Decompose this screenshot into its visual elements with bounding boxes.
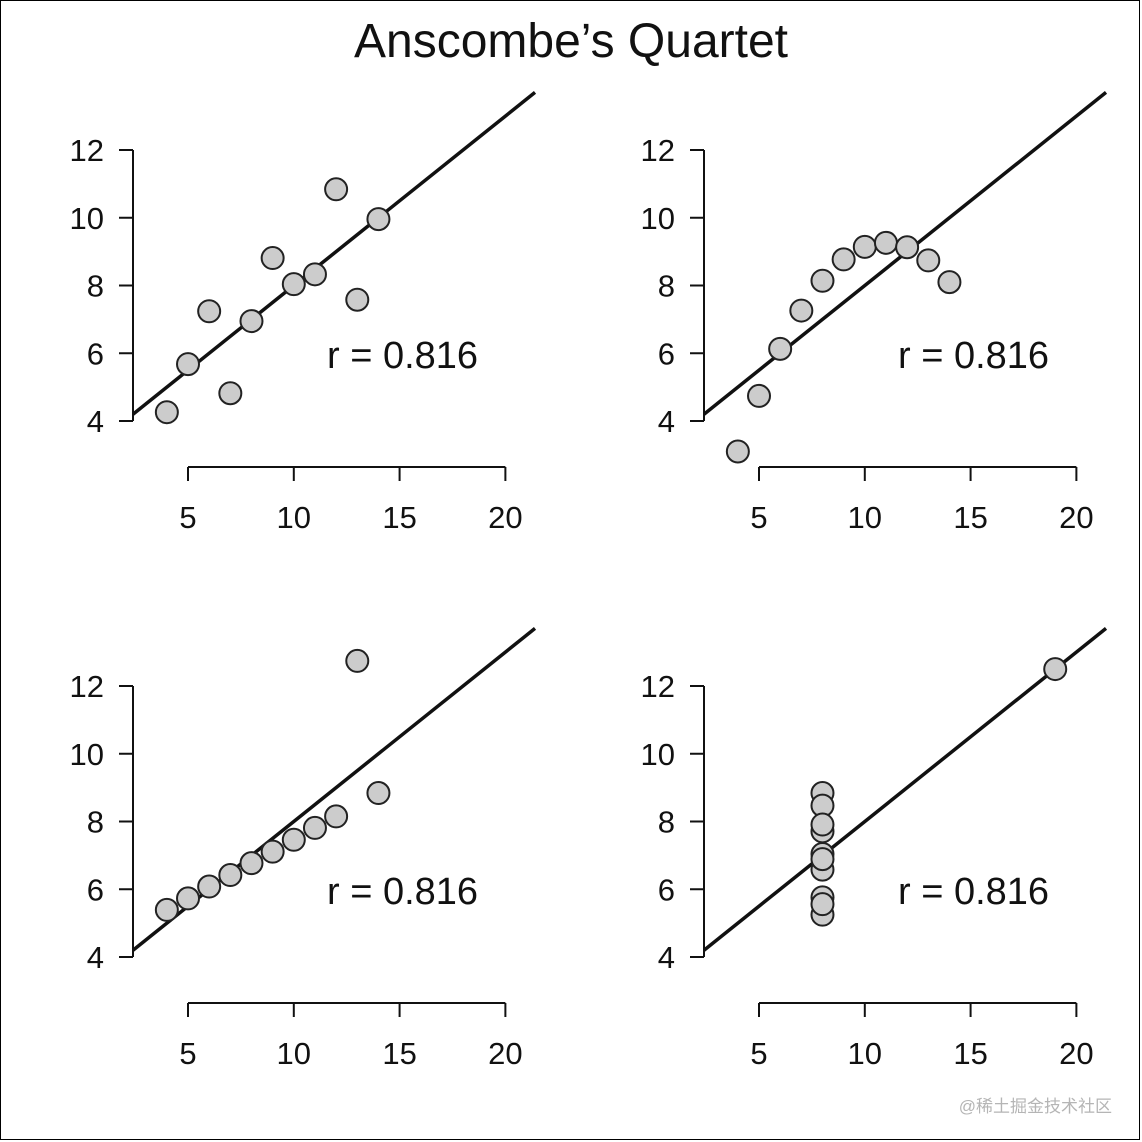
data-point	[916, 248, 941, 273]
y-tick-label: 6	[658, 872, 675, 907]
y-axis: 4 6 8 10 12	[70, 669, 134, 975]
chart-title: Anscombe’s Quartet	[354, 15, 788, 68]
data-point	[302, 262, 327, 287]
panel-2: 4 6 8 10 12 5 10 15 20 r = 0.816	[641, 91, 1108, 535]
data-point	[218, 381, 243, 406]
data-point	[239, 851, 264, 876]
data-point	[747, 383, 772, 408]
y-tick-label: 4	[658, 404, 675, 439]
regression-line	[131, 627, 537, 952]
watermark: @稀土掘金技术社区	[958, 1097, 1112, 1116]
y-tick-label: 4	[87, 940, 104, 975]
data-point	[345, 287, 370, 312]
correlation-annotation: r = 0.816	[327, 871, 478, 913]
x-tick-label: 5	[179, 500, 196, 535]
data-point	[281, 272, 306, 297]
y-tick-label: 4	[658, 940, 675, 975]
y-tick-label: 12	[70, 669, 104, 704]
correlation-annotation: r = 0.816	[898, 871, 1049, 913]
x-tick-label: 5	[179, 1036, 196, 1071]
y-tick-label: 4	[87, 404, 104, 439]
data-point	[789, 298, 814, 323]
data-point	[852, 234, 877, 259]
correlation-annotation: r = 0.816	[327, 335, 478, 377]
data-point	[239, 309, 264, 334]
data-point	[366, 781, 391, 806]
data-point	[260, 839, 285, 864]
data-point	[895, 235, 920, 260]
data-point	[366, 207, 391, 232]
y-tick-label: 12	[641, 669, 675, 704]
y-tick-label: 8	[658, 805, 675, 840]
data-point	[302, 815, 327, 840]
y-tick-label: 10	[641, 737, 675, 772]
data-point	[725, 439, 750, 464]
data-point	[768, 336, 793, 361]
data-point	[810, 847, 835, 872]
x-tick-label: 10	[848, 500, 882, 535]
data-point	[345, 648, 370, 673]
x-tick-label: 15	[382, 500, 416, 535]
y-axis: 4 6 8 10 12	[70, 133, 134, 439]
x-tick-label: 15	[953, 500, 987, 535]
x-tick-label: 5	[750, 1036, 767, 1071]
data-point	[176, 886, 201, 911]
data-point	[260, 246, 285, 271]
data-point	[154, 400, 179, 425]
panel-4: 4 6 8 10 12 5 10 15 20 r = 0.816	[641, 627, 1108, 1071]
y-tick-label: 6	[658, 336, 675, 371]
data-point	[197, 299, 222, 324]
y-tick-label: 8	[658, 269, 675, 304]
regression-line	[131, 91, 537, 416]
data-point	[873, 230, 898, 255]
y-tick-label: 10	[70, 201, 104, 236]
x-tick-label: 20	[488, 500, 522, 535]
x-axis: 5 10 15 20	[179, 1002, 523, 1071]
data-point	[937, 270, 962, 295]
data-point	[810, 268, 835, 293]
y-tick-label: 12	[70, 133, 104, 168]
data-point	[197, 874, 222, 899]
y-tick-label: 6	[87, 872, 104, 907]
x-tick-label: 20	[1059, 1036, 1093, 1071]
x-tick-label: 20	[1059, 500, 1093, 535]
panel-1: 4 6 8 10 12 5 10 15 20 r = 0.816	[70, 91, 537, 535]
data-point	[1043, 657, 1068, 682]
y-tick-label: 12	[641, 133, 675, 168]
y-tick-label: 8	[87, 805, 104, 840]
x-tick-label: 20	[488, 1036, 522, 1071]
x-tick-label: 15	[382, 1036, 416, 1071]
x-tick-label: 10	[277, 1036, 311, 1071]
data-point	[810, 892, 835, 917]
panel-3: 4 6 8 10 12 5 10 15 20 r = 0.816	[70, 627, 537, 1071]
x-tick-label: 10	[277, 500, 311, 535]
y-tick-label: 10	[70, 737, 104, 772]
data-point	[176, 352, 201, 377]
y-tick-label: 8	[87, 269, 104, 304]
data-point	[281, 827, 306, 852]
data-point	[218, 863, 243, 888]
y-axis: 4 6 8 10 12	[641, 133, 705, 439]
regression-line	[702, 627, 1108, 952]
data-point	[324, 177, 349, 202]
data-point	[831, 247, 856, 272]
x-axis: 5 10 15 20	[750, 1002, 1094, 1071]
x-tick-label: 5	[750, 500, 767, 535]
x-tick-label: 15	[953, 1036, 987, 1071]
data-point	[810, 812, 835, 837]
correlation-annotation: r = 0.816	[898, 335, 1049, 377]
y-tick-label: 6	[87, 336, 104, 371]
x-tick-label: 10	[848, 1036, 882, 1071]
data-point	[154, 897, 179, 922]
y-tick-label: 10	[641, 201, 675, 236]
x-axis: 5 10 15 20	[750, 466, 1094, 535]
data-point	[324, 804, 349, 829]
x-axis: 5 10 15 20	[179, 466, 523, 535]
y-axis: 4 6 8 10 12	[641, 669, 705, 975]
